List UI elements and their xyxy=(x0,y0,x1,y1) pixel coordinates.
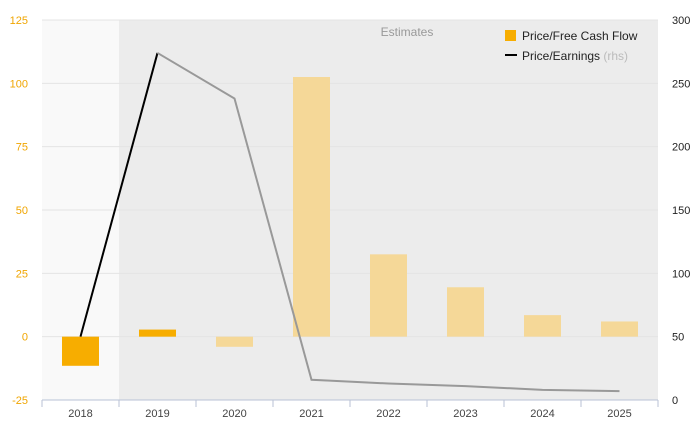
right-tick-label: 200 xyxy=(672,142,690,154)
x-tick-label: 2019 xyxy=(145,408,169,420)
x-tick-label: 2023 xyxy=(453,408,477,420)
left-tick-label: -25 xyxy=(12,395,28,407)
x-tick-label: 2018 xyxy=(68,408,92,420)
x-axis: 2018 2019 2020 2021 2022 2023 2024 2025 xyxy=(41,399,659,420)
bar-2023 xyxy=(447,287,484,337)
estimates-label: Estimates xyxy=(381,25,434,39)
right-tick-label: 100 xyxy=(672,268,690,280)
legend: Price/Free Cash Flow Price/Earnings (rhs… xyxy=(505,29,638,63)
bars-price-free-cash-flow xyxy=(62,77,638,366)
left-axis-ticks: 125 100 75 50 25 0 -25 xyxy=(10,15,28,407)
right-axis-ticks: 300 250 200 150 100 50 0 xyxy=(672,15,690,407)
legend-series-name: Price/Earnings xyxy=(522,49,600,63)
x-tick-label: 2021 xyxy=(299,408,323,420)
line-price-earnings xyxy=(79,52,620,393)
left-tick-label: 0 xyxy=(22,332,28,344)
x-tick-label: 2022 xyxy=(376,408,400,420)
line-actual-segment xyxy=(79,52,159,337)
legend-label-price-earnings: Price/Earnings (rhs) xyxy=(522,49,628,63)
x-tick-label: 2025 xyxy=(607,408,631,420)
bar-2021 xyxy=(293,77,330,337)
right-tick-label: 0 xyxy=(672,395,678,407)
right-tick-label: 250 xyxy=(672,78,690,90)
x-tick-label: 2024 xyxy=(530,408,554,420)
legend-label-price-free-cash-flow: Price/Free Cash Flow xyxy=(522,29,638,43)
right-tick-label: 300 xyxy=(672,15,690,27)
bar-2022 xyxy=(370,254,407,337)
bar-2024 xyxy=(524,315,561,337)
x-tick-label: 2020 xyxy=(222,408,246,420)
left-tick-label: 25 xyxy=(16,268,28,280)
line-estimate-segment xyxy=(156,52,620,393)
left-tick-label: 75 xyxy=(16,142,28,154)
bar-2018 xyxy=(62,336,99,366)
bar-2020 xyxy=(216,336,253,347)
legend-rhs-note: (rhs) xyxy=(603,49,628,63)
left-tick-label: 125 xyxy=(10,15,28,27)
left-tick-label: 100 xyxy=(10,78,28,90)
right-tick-label: 50 xyxy=(672,332,684,344)
bar-2025 xyxy=(601,321,638,337)
bar-2019 xyxy=(139,329,176,337)
legend-swatch-price-free-cash-flow xyxy=(505,30,516,41)
left-tick-label: 50 xyxy=(16,205,28,217)
right-tick-label: 150 xyxy=(672,205,690,217)
